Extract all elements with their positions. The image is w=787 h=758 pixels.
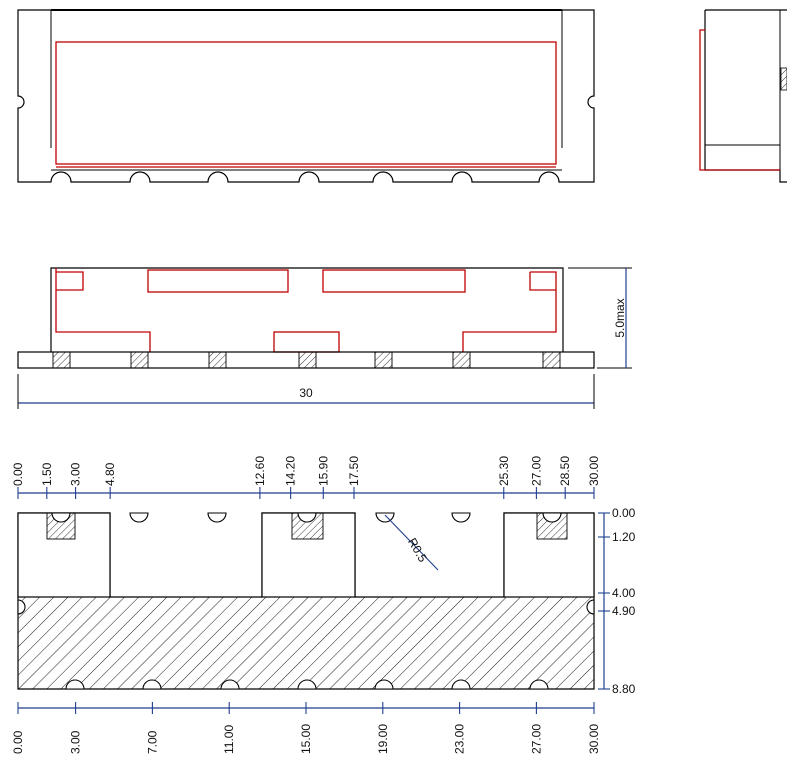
right-tick: 4.00	[598, 586, 636, 600]
side-view-pad-7	[542, 351, 561, 369]
top-view-outline	[17, 9, 595, 183]
top-tick: 3.00	[69, 462, 83, 499]
side-view-pad-5	[374, 351, 393, 369]
top-dimension-ticks: 0.00 1.50 3.00 4.80 12.60 14.20 15.90 17.50 25.3…	[11, 456, 601, 499]
bottom-tick-label: 0.00	[11, 730, 25, 754]
top-tick-label: 14.20	[284, 456, 298, 486]
top-tick-label: 12.60	[253, 456, 267, 486]
top-tick-label: 4.80	[103, 462, 117, 486]
side-view-center-block	[273, 331, 340, 353]
bottom-tick: 3.00	[69, 702, 83, 754]
top-view	[17, 9, 595, 183]
side-view-pad-1	[52, 351, 71, 369]
side-view-pad-3	[208, 351, 227, 369]
right-tick-label: 4.90	[612, 604, 636, 618]
top-tick-label: 27.00	[529, 456, 543, 486]
top-tick-label: 28.50	[558, 456, 572, 486]
side-view-cavity-left	[147, 269, 289, 293]
length-label: 30	[299, 386, 313, 400]
end-view-outline	[704, 9, 787, 183]
footprint-side-notches	[17, 599, 595, 615]
bottom-dimension-ticks: 0.00 3.00 7.00 11.00 15.00 19.00 23.00 27.00 30.…	[11, 702, 601, 754]
footprint: R0.5 0.00 1.50 3.00 4.80 12.60 14.20 15.90 17.5…	[11, 456, 636, 754]
bottom-tick: 0.00	[11, 702, 25, 754]
side-view-pad-4	[298, 351, 317, 369]
top-tick-label: 17.50	[347, 456, 361, 486]
top-tick: 17.50	[347, 456, 361, 499]
end-view	[699, 9, 787, 183]
top-tick-label: 1.50	[40, 462, 54, 486]
side-view-pad-2	[130, 351, 149, 369]
end-view-body	[699, 29, 780, 171]
top-tick: 25.30	[497, 456, 511, 499]
top-tick: 28.50	[558, 456, 572, 499]
top-view-body	[55, 41, 557, 165]
side-view-body-outline	[50, 267, 564, 352]
bottom-tick-label: 23.00	[453, 724, 467, 754]
side-view: 5.0max 30	[17, 267, 632, 409]
bottom-tick-label: 30.00	[587, 724, 601, 754]
top-tick-label: 0.00	[11, 462, 25, 486]
top-tick: 30.00	[587, 456, 601, 499]
right-tick-label: 8.80	[612, 682, 636, 696]
top-tick: 0.00	[11, 462, 25, 499]
bottom-tick-label: 7.00	[145, 730, 159, 754]
bottom-tick: 19.00	[376, 702, 390, 754]
footprint-top-notches	[51, 512, 562, 523]
bottom-tick-label: 11.00	[222, 725, 236, 754]
radius-leader	[384, 514, 439, 571]
top-tick: 15.90	[316, 456, 330, 499]
right-tick-label: 1.20	[612, 530, 636, 544]
top-tick: 12.60	[253, 456, 267, 499]
top-tick-label: 30.00	[587, 456, 601, 486]
bottom-tick: 7.00	[145, 702, 159, 754]
top-tick: 27.00	[529, 456, 543, 499]
bottom-tick-label: 19.00	[376, 724, 390, 754]
bottom-tick: 27.00	[529, 702, 543, 754]
bottom-tick: 11.00	[222, 702, 236, 754]
bottom-tick-label: 27.00	[529, 724, 543, 754]
top-tick-label: 15.90	[316, 456, 330, 486]
right-tick: 0.00	[598, 506, 636, 520]
bottom-tick: 15.00	[299, 702, 313, 754]
bottom-tick-label: 15.00	[299, 724, 313, 754]
top-tick-label: 25.30	[497, 456, 511, 486]
right-tick-label: 4.00	[612, 586, 636, 600]
top-tick: 4.80	[103, 462, 117, 499]
right-tick: 8.80	[598, 682, 636, 696]
top-tick-label: 3.00	[69, 462, 83, 486]
side-view-cavity-right	[322, 269, 466, 293]
top-tick: 1.50	[40, 462, 54, 499]
bottom-tick-label: 3.00	[69, 730, 83, 754]
top-tick: 14.20	[284, 456, 298, 499]
side-view-body-red	[55, 268, 557, 352]
bottom-tick: 23.00	[453, 702, 467, 754]
right-tick-label: 0.00	[612, 506, 636, 520]
footprint-bottom-notches	[65, 679, 549, 690]
radius-label: R0.5	[405, 536, 430, 565]
height-label: 5.0max	[613, 298, 627, 337]
end-view-pin	[780, 67, 787, 91]
side-view-pad-6	[452, 351, 471, 369]
right-tick: 1.20	[598, 530, 636, 544]
right-dimension-ticks: 0.00 1.20 4.00 4.90 8.80	[598, 506, 636, 696]
right-tick: 4.90	[598, 604, 636, 618]
bottom-tick: 30.00	[587, 702, 601, 754]
